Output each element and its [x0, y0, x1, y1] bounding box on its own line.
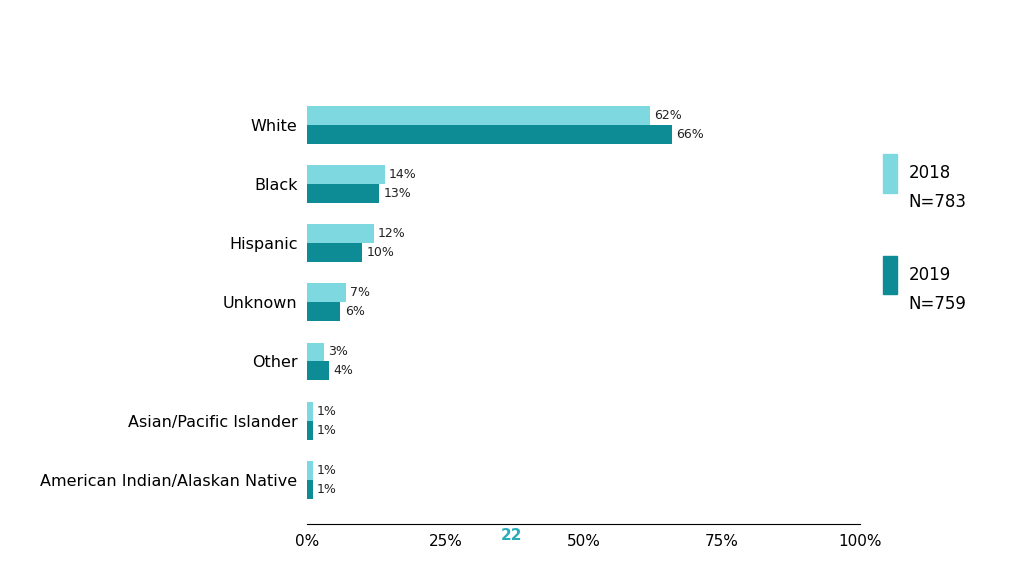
Bar	[307, 106, 650, 125]
Text: 1%: 1%	[317, 405, 337, 418]
Text: 3%: 3%	[329, 346, 348, 358]
Bar	[307, 343, 324, 362]
Text: 1%: 1%	[317, 423, 337, 437]
Bar	[307, 184, 379, 203]
Bar	[307, 480, 312, 499]
Bar	[883, 154, 897, 192]
Text: 6%: 6%	[345, 305, 365, 319]
Circle shape	[225, 522, 799, 550]
Text: 7%: 7%	[350, 286, 371, 300]
Text: 4%: 4%	[334, 365, 353, 377]
Text: Acute Hepatitis B by Race/Ethnicity: Acute Hepatitis B by Race/Ethnicity	[137, 21, 887, 57]
Text: 12%: 12%	[378, 227, 406, 240]
Bar	[307, 224, 374, 243]
Bar	[307, 420, 312, 439]
Text: 66%: 66%	[677, 128, 705, 141]
Bar	[307, 165, 385, 184]
Text: 62%: 62%	[654, 109, 682, 122]
Text: 1%: 1%	[317, 483, 337, 496]
Bar	[307, 125, 672, 144]
Text: 1%: 1%	[317, 464, 337, 477]
Text: 10%: 10%	[367, 246, 395, 259]
Bar	[883, 256, 897, 294]
Bar	[307, 302, 340, 321]
Text: 2018: 2018	[908, 164, 950, 182]
Bar	[307, 283, 346, 302]
Bar	[307, 401, 312, 420]
Bar	[307, 243, 362, 262]
Text: N=759: N=759	[908, 295, 967, 313]
Text: 2019: 2019	[908, 266, 950, 284]
Text: 22: 22	[502, 528, 522, 543]
Bar	[307, 362, 330, 380]
Bar	[307, 461, 312, 480]
Text: 14%: 14%	[389, 168, 417, 181]
Text: N=783: N=783	[908, 194, 967, 211]
Text: 13%: 13%	[384, 187, 412, 200]
